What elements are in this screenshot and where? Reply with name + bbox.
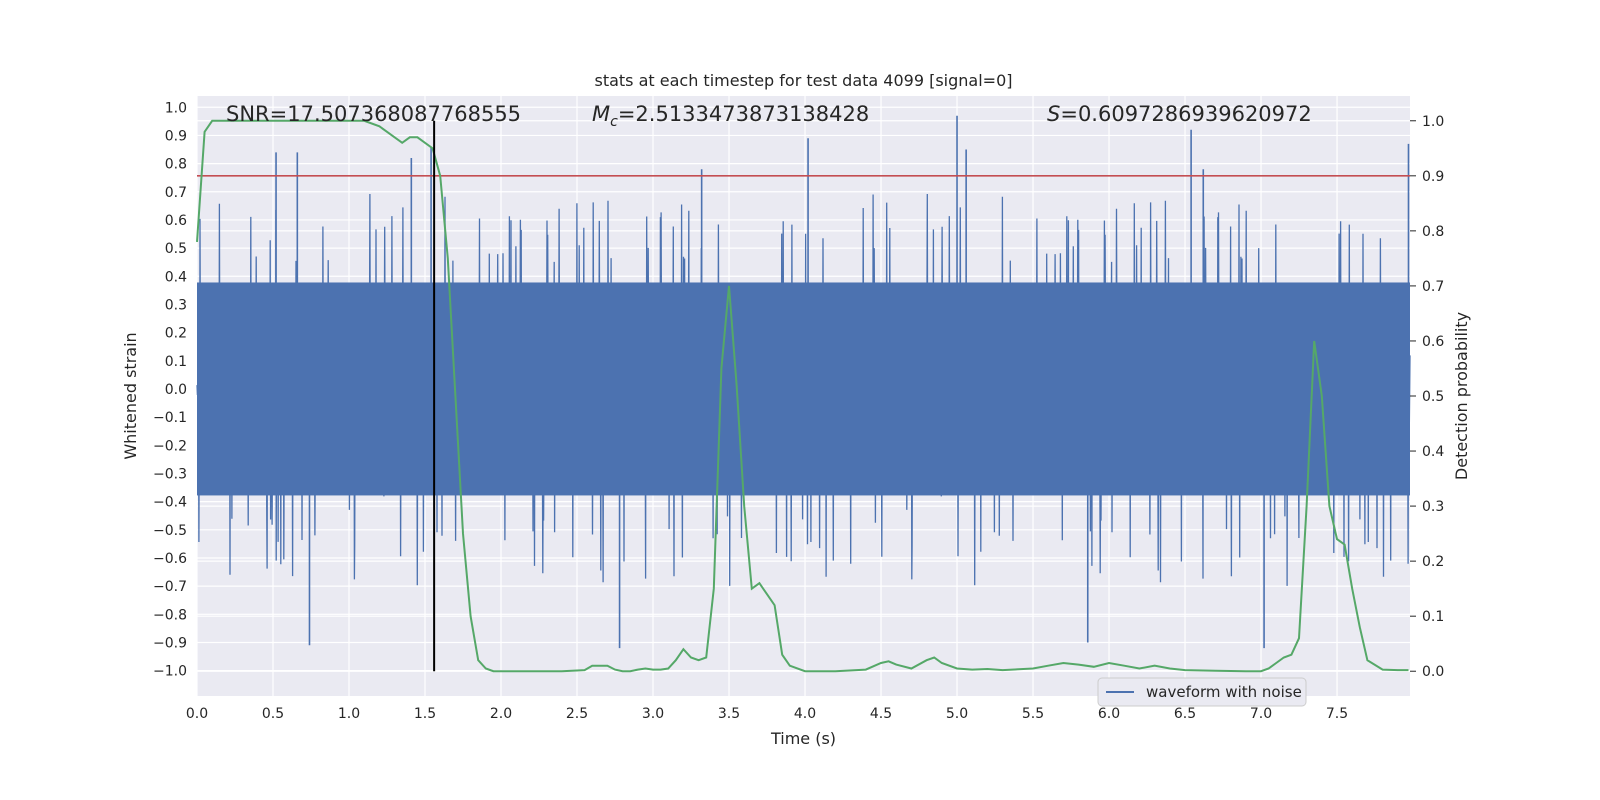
y-tick-label: −0.4 (153, 495, 187, 511)
y-tick-label: −0.3 (153, 466, 187, 482)
y-tick-label: 0.1 (165, 354, 187, 370)
y2-tick-label: 0.8 (1422, 224, 1444, 240)
y2-tick-label: 0.2 (1422, 554, 1444, 570)
x-tick-label: 2.5 (566, 706, 588, 722)
y-axis-ticks: 1.0 0.9 0.8 0.7 0.6 0.5 0.4 0.3 0.2 0.1 0.0 −0.1 −0.… (153, 100, 187, 679)
y-tick-label: 0.7 (165, 185, 187, 201)
y-tick-label: −0.1 (153, 410, 187, 426)
x-tick-label: 1.0 (338, 706, 360, 722)
chart-title: stats at each timestep for test data 409… (594, 71, 1012, 90)
y-tick-label: −0.6 (153, 551, 187, 567)
y2-axis-ticks: 1.0 0.9 0.8 0.7 0.6 0.5 0.4 0.3 0.2 0.1 0.0 (1410, 114, 1444, 680)
y-tick-label: −0.9 (153, 635, 187, 651)
y-tick-label: 0.0 (165, 382, 187, 398)
y2-tick-label: 0.0 (1422, 664, 1444, 680)
y-tick-label: −0.8 (153, 607, 187, 623)
waveform-series (196, 115, 1411, 649)
y2-tick-label: 0.3 (1422, 499, 1444, 515)
y-tick-label: 0.2 (165, 326, 187, 342)
x-tick-label: 6.0 (1098, 706, 1120, 722)
x-tick-label: 4.5 (870, 706, 892, 722)
legend-box (1097, 677, 1307, 707)
y2-tick-label: 0.4 (1422, 444, 1444, 460)
y-tick-label: 0.6 (165, 213, 187, 229)
y-tick-label: −0.7 (153, 579, 187, 595)
y-tick-label: 1.0 (165, 100, 187, 116)
x-tick-label: 2.0 (490, 706, 512, 722)
x-tick-label: 0.0 (186, 706, 208, 722)
y-tick-label: −1.0 (153, 664, 187, 680)
chirp-mass-subscript: c (610, 114, 618, 130)
y-tick-label: 0.9 (165, 128, 187, 144)
y2-tick-label: 0.7 (1422, 279, 1444, 295)
y-tick-label: 0.5 (165, 241, 187, 257)
x-tick-label: 3.5 (718, 706, 740, 722)
x-tick-label: 6.5 (1174, 706, 1196, 722)
x-tick-label: 5.0 (946, 706, 968, 722)
x-tick-label: 7.0 (1250, 706, 1272, 722)
y-tick-label: 0.4 (165, 269, 187, 285)
x-tick-label: 5.5 (1022, 706, 1044, 722)
legend-label-waveform: waveform with noise (1146, 683, 1302, 701)
y2-tick-label: 0.5 (1422, 389, 1444, 405)
y2-tick-label: 0.6 (1422, 334, 1444, 350)
x-tick-label: 0.5 (262, 706, 284, 722)
y-tick-label: −0.5 (153, 523, 187, 539)
snr-annotation: SNR=17.507368087768555 (226, 102, 521, 126)
score-symbol: S (1047, 102, 1060, 126)
y2-tick-label: 0.1 (1422, 609, 1444, 625)
chirp-mass-value: =2.5133473873138428 (618, 102, 869, 126)
x-axis-label: Time (s) (770, 729, 836, 748)
y-tick-label: 0.3 (165, 297, 187, 313)
score-value: =0.6097286939620972 (1060, 102, 1311, 126)
probability-series (196, 119, 1409, 673)
x-axis-ticks: 0.0 0.5 1.0 1.5 2.0 2.5 3.0 3.5 4.0 4.5 5.0 5.5 6.0 6… (186, 706, 1348, 722)
chirp-mass-annotation: Mc=2.5133473873138428 (592, 102, 869, 130)
x-tick-label: 4.0 (794, 706, 816, 722)
waveform-core-band (197, 282, 1410, 496)
legend: waveform with noise (1097, 677, 1307, 707)
y2-tick-label: 0.9 (1422, 169, 1444, 185)
y2-axis-label: Detection probability (1452, 312, 1471, 480)
y-tick-label: −0.2 (153, 438, 187, 454)
y2-tick-label: 1.0 (1422, 114, 1444, 130)
y-axis-label: Whitened strain (121, 332, 140, 459)
x-tick-label: 7.5 (1326, 706, 1348, 722)
score-annotation: S=0.6097286939620972 (1047, 102, 1312, 126)
chirp-mass-symbol: M (592, 102, 610, 126)
x-tick-label: 1.5 (414, 706, 436, 722)
y-tick-label: 0.8 (165, 157, 187, 173)
x-tick-label: 3.0 (642, 706, 664, 722)
